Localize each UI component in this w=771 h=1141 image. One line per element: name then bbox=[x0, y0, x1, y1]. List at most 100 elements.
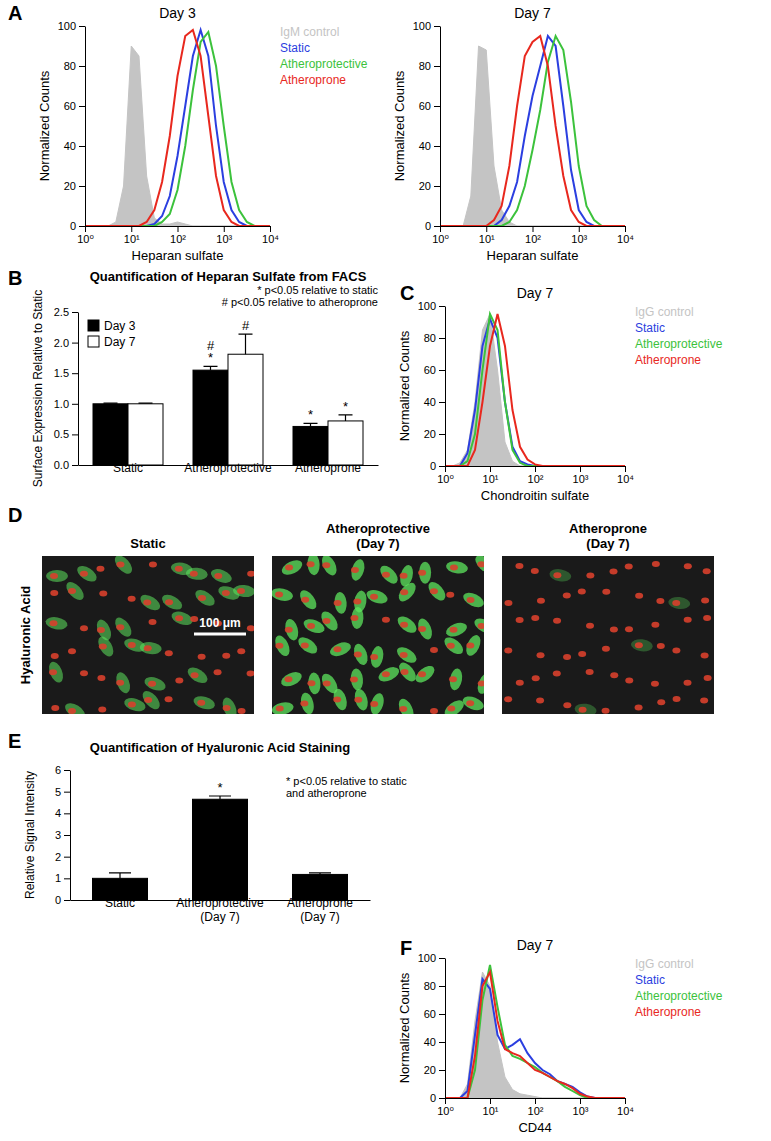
cell-stain bbox=[463, 633, 483, 658]
tick: 10³ bbox=[573, 1098, 589, 1117]
cell-stain bbox=[308, 672, 322, 695]
cell-nucleus bbox=[625, 677, 633, 683]
tick: 10¹ bbox=[479, 226, 495, 245]
cell-stain bbox=[185, 567, 208, 581]
tick-label: 3 bbox=[55, 829, 61, 841]
tick-label: 10⁰ bbox=[432, 233, 449, 245]
cell-nucleus bbox=[323, 680, 331, 686]
legend-entry: IgG control bbox=[635, 957, 694, 971]
tick-mark bbox=[79, 66, 85, 67]
cell-nucleus bbox=[149, 619, 157, 625]
tick: 1 bbox=[55, 872, 70, 884]
tick-mark bbox=[64, 878, 70, 879]
chart-title: Day 3 bbox=[159, 5, 196, 21]
cell-stain bbox=[461, 590, 484, 611]
tick-label: Atheroprotective bbox=[184, 461, 272, 475]
tick: 60 bbox=[424, 364, 445, 376]
significance-label: * bbox=[217, 780, 222, 795]
cell-nucleus bbox=[99, 591, 107, 597]
cell-stain bbox=[209, 566, 234, 585]
cell-nucleus bbox=[370, 594, 378, 600]
tick: 1.0 bbox=[54, 398, 78, 410]
cell-nucleus bbox=[602, 646, 610, 652]
tick-mark bbox=[439, 958, 445, 959]
tick: 60 bbox=[424, 1008, 445, 1020]
cell-stain bbox=[299, 691, 316, 714]
axis-line bbox=[440, 27, 441, 227]
tick-mark bbox=[434, 66, 440, 67]
tick-label: 10⁰ bbox=[77, 233, 94, 245]
histogram-area bbox=[440, 46, 625, 226]
cell-nucleus bbox=[51, 705, 59, 711]
x-axis: 10⁰10¹10²10³10⁴ bbox=[432, 226, 634, 245]
tick-label: 60 bbox=[64, 100, 76, 112]
tick-mark bbox=[72, 373, 78, 374]
tick: Static bbox=[113, 461, 143, 475]
cell-nucleus bbox=[537, 598, 545, 604]
cell-nucleus bbox=[449, 676, 457, 682]
significance-label: # bbox=[242, 318, 250, 333]
error-bar bbox=[139, 403, 153, 405]
cell-nucleus bbox=[99, 644, 107, 650]
tick-label: 1.5 bbox=[54, 367, 69, 379]
cell-nucleus bbox=[50, 620, 58, 626]
tick-label: 0.0 bbox=[54, 459, 69, 471]
cell-stain bbox=[549, 568, 573, 583]
tick-mark bbox=[434, 146, 440, 147]
cell-nucleus bbox=[98, 706, 106, 712]
tick-mark bbox=[434, 26, 440, 27]
cell-stain bbox=[272, 700, 295, 714]
cell-nucleus bbox=[285, 565, 293, 571]
legend-entry: Static bbox=[280, 41, 310, 55]
legend-swatch bbox=[88, 336, 99, 347]
tick-mark bbox=[490, 466, 491, 472]
cell-nucleus bbox=[247, 625, 254, 631]
cell-stain bbox=[328, 640, 353, 659]
tick-label: 10² bbox=[170, 233, 186, 245]
tick-mark bbox=[625, 466, 626, 472]
cell-nucleus bbox=[354, 651, 362, 657]
tick: 100 bbox=[58, 20, 85, 32]
cell-stain bbox=[95, 634, 116, 659]
micrograph bbox=[272, 556, 484, 714]
tick-mark bbox=[79, 186, 85, 187]
axis-line bbox=[85, 27, 86, 227]
tick: 10⁰ bbox=[432, 226, 449, 245]
y-axis-title: Normalized Counts bbox=[37, 70, 52, 181]
cell-nucleus bbox=[190, 571, 198, 577]
chart-title: Day 7 bbox=[517, 937, 554, 953]
tick-mark bbox=[64, 792, 70, 793]
tick: 40 bbox=[424, 396, 445, 408]
cell-nucleus bbox=[625, 563, 633, 569]
cell-nucleus bbox=[144, 645, 152, 651]
cell-nucleus bbox=[175, 615, 183, 621]
micrograph bbox=[502, 556, 714, 714]
figure: 10⁰10¹10²10³10⁴020406080100Day 3Heparan … bbox=[0, 0, 771, 1141]
tick-mark bbox=[535, 1098, 536, 1104]
cell-stain bbox=[472, 616, 484, 637]
cell-stain bbox=[419, 562, 431, 584]
tick: 80 bbox=[419, 60, 440, 72]
legend-entry: Atheroprone bbox=[280, 73, 346, 87]
tick-label: 20 bbox=[419, 180, 431, 192]
histogram-line bbox=[445, 965, 625, 1098]
scale-bar bbox=[194, 633, 246, 636]
tick-mark bbox=[440, 226, 441, 232]
tick-label: Atheroprone(Day 7) bbox=[287, 896, 353, 924]
cell-nucleus bbox=[165, 599, 173, 605]
cell-nucleus bbox=[656, 598, 664, 604]
annotation: * p<0.05 relative to static bbox=[257, 284, 378, 296]
tick-mark bbox=[270, 226, 271, 232]
cell-stain bbox=[413, 663, 438, 686]
tick-mark bbox=[625, 226, 626, 232]
tick: 10¹ bbox=[124, 226, 140, 245]
cell-nucleus bbox=[190, 616, 198, 622]
cell-stain bbox=[331, 687, 349, 712]
cell-nucleus bbox=[700, 697, 708, 703]
legend-entry: Atheroprone bbox=[635, 353, 701, 367]
cell-nucleus bbox=[447, 643, 455, 649]
legend-entry: Atheroprotective bbox=[635, 337, 723, 351]
cell-nucleus bbox=[198, 595, 206, 601]
cell-stain bbox=[444, 620, 469, 639]
cell-nucleus bbox=[285, 627, 293, 633]
